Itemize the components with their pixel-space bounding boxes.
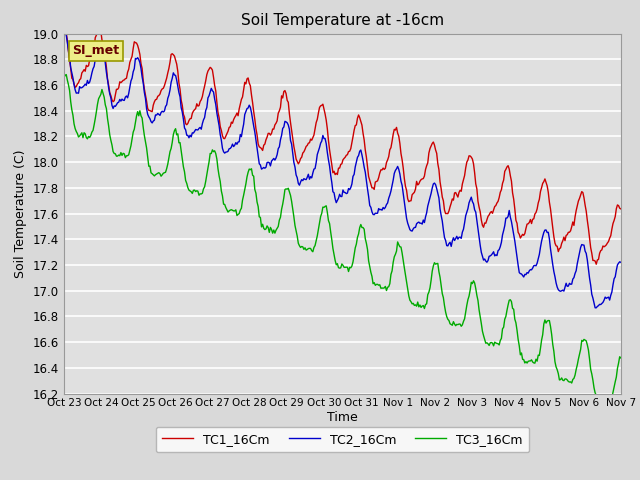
TC1_16Cm	[516, 235, 524, 241]
TC2_16Cm	[617, 259, 625, 265]
Line: TC1_16Cm: TC1_16Cm	[64, 18, 621, 264]
TC3_16Cm	[516, 352, 524, 358]
TC3_16Cm	[617, 355, 625, 361]
Text: SI_met: SI_met	[72, 44, 120, 58]
TC3_16Cm	[362, 236, 369, 241]
TC3_16Cm	[596, 399, 604, 405]
TC2_16Cm	[516, 271, 524, 276]
Line: TC3_16Cm: TC3_16Cm	[64, 73, 621, 402]
TC3_16Cm	[605, 398, 612, 404]
TC3_16Cm	[324, 218, 332, 224]
TC3_16Cm	[60, 71, 68, 76]
TC3_16Cm	[328, 237, 335, 242]
Legend: TC1_16Cm, TC2_16Cm, TC3_16Cm: TC1_16Cm, TC2_16Cm, TC3_16Cm	[156, 427, 529, 452]
TC1_16Cm	[324, 138, 332, 144]
TC3_16Cm	[392, 252, 399, 257]
X-axis label: Time: Time	[327, 411, 358, 424]
TC1_16Cm	[617, 206, 625, 212]
Y-axis label: Soil Temperature (C): Soil Temperature (C)	[14, 149, 28, 278]
TC2_16Cm	[362, 169, 369, 175]
Line: TC2_16Cm: TC2_16Cm	[64, 26, 621, 308]
TC1_16Cm	[605, 239, 612, 244]
TC2_16Cm	[591, 305, 599, 311]
TC2_16Cm	[392, 168, 399, 173]
TC1_16Cm	[328, 162, 335, 168]
Title: Soil Temperature at -16cm: Soil Temperature at -16cm	[241, 13, 444, 28]
TC1_16Cm	[392, 127, 399, 133]
TC2_16Cm	[60, 24, 68, 29]
TC1_16Cm	[362, 147, 369, 153]
TC2_16Cm	[324, 157, 332, 163]
TC2_16Cm	[328, 180, 335, 185]
TC1_16Cm	[593, 261, 600, 267]
TC1_16Cm	[60, 15, 68, 21]
TC2_16Cm	[605, 294, 612, 300]
